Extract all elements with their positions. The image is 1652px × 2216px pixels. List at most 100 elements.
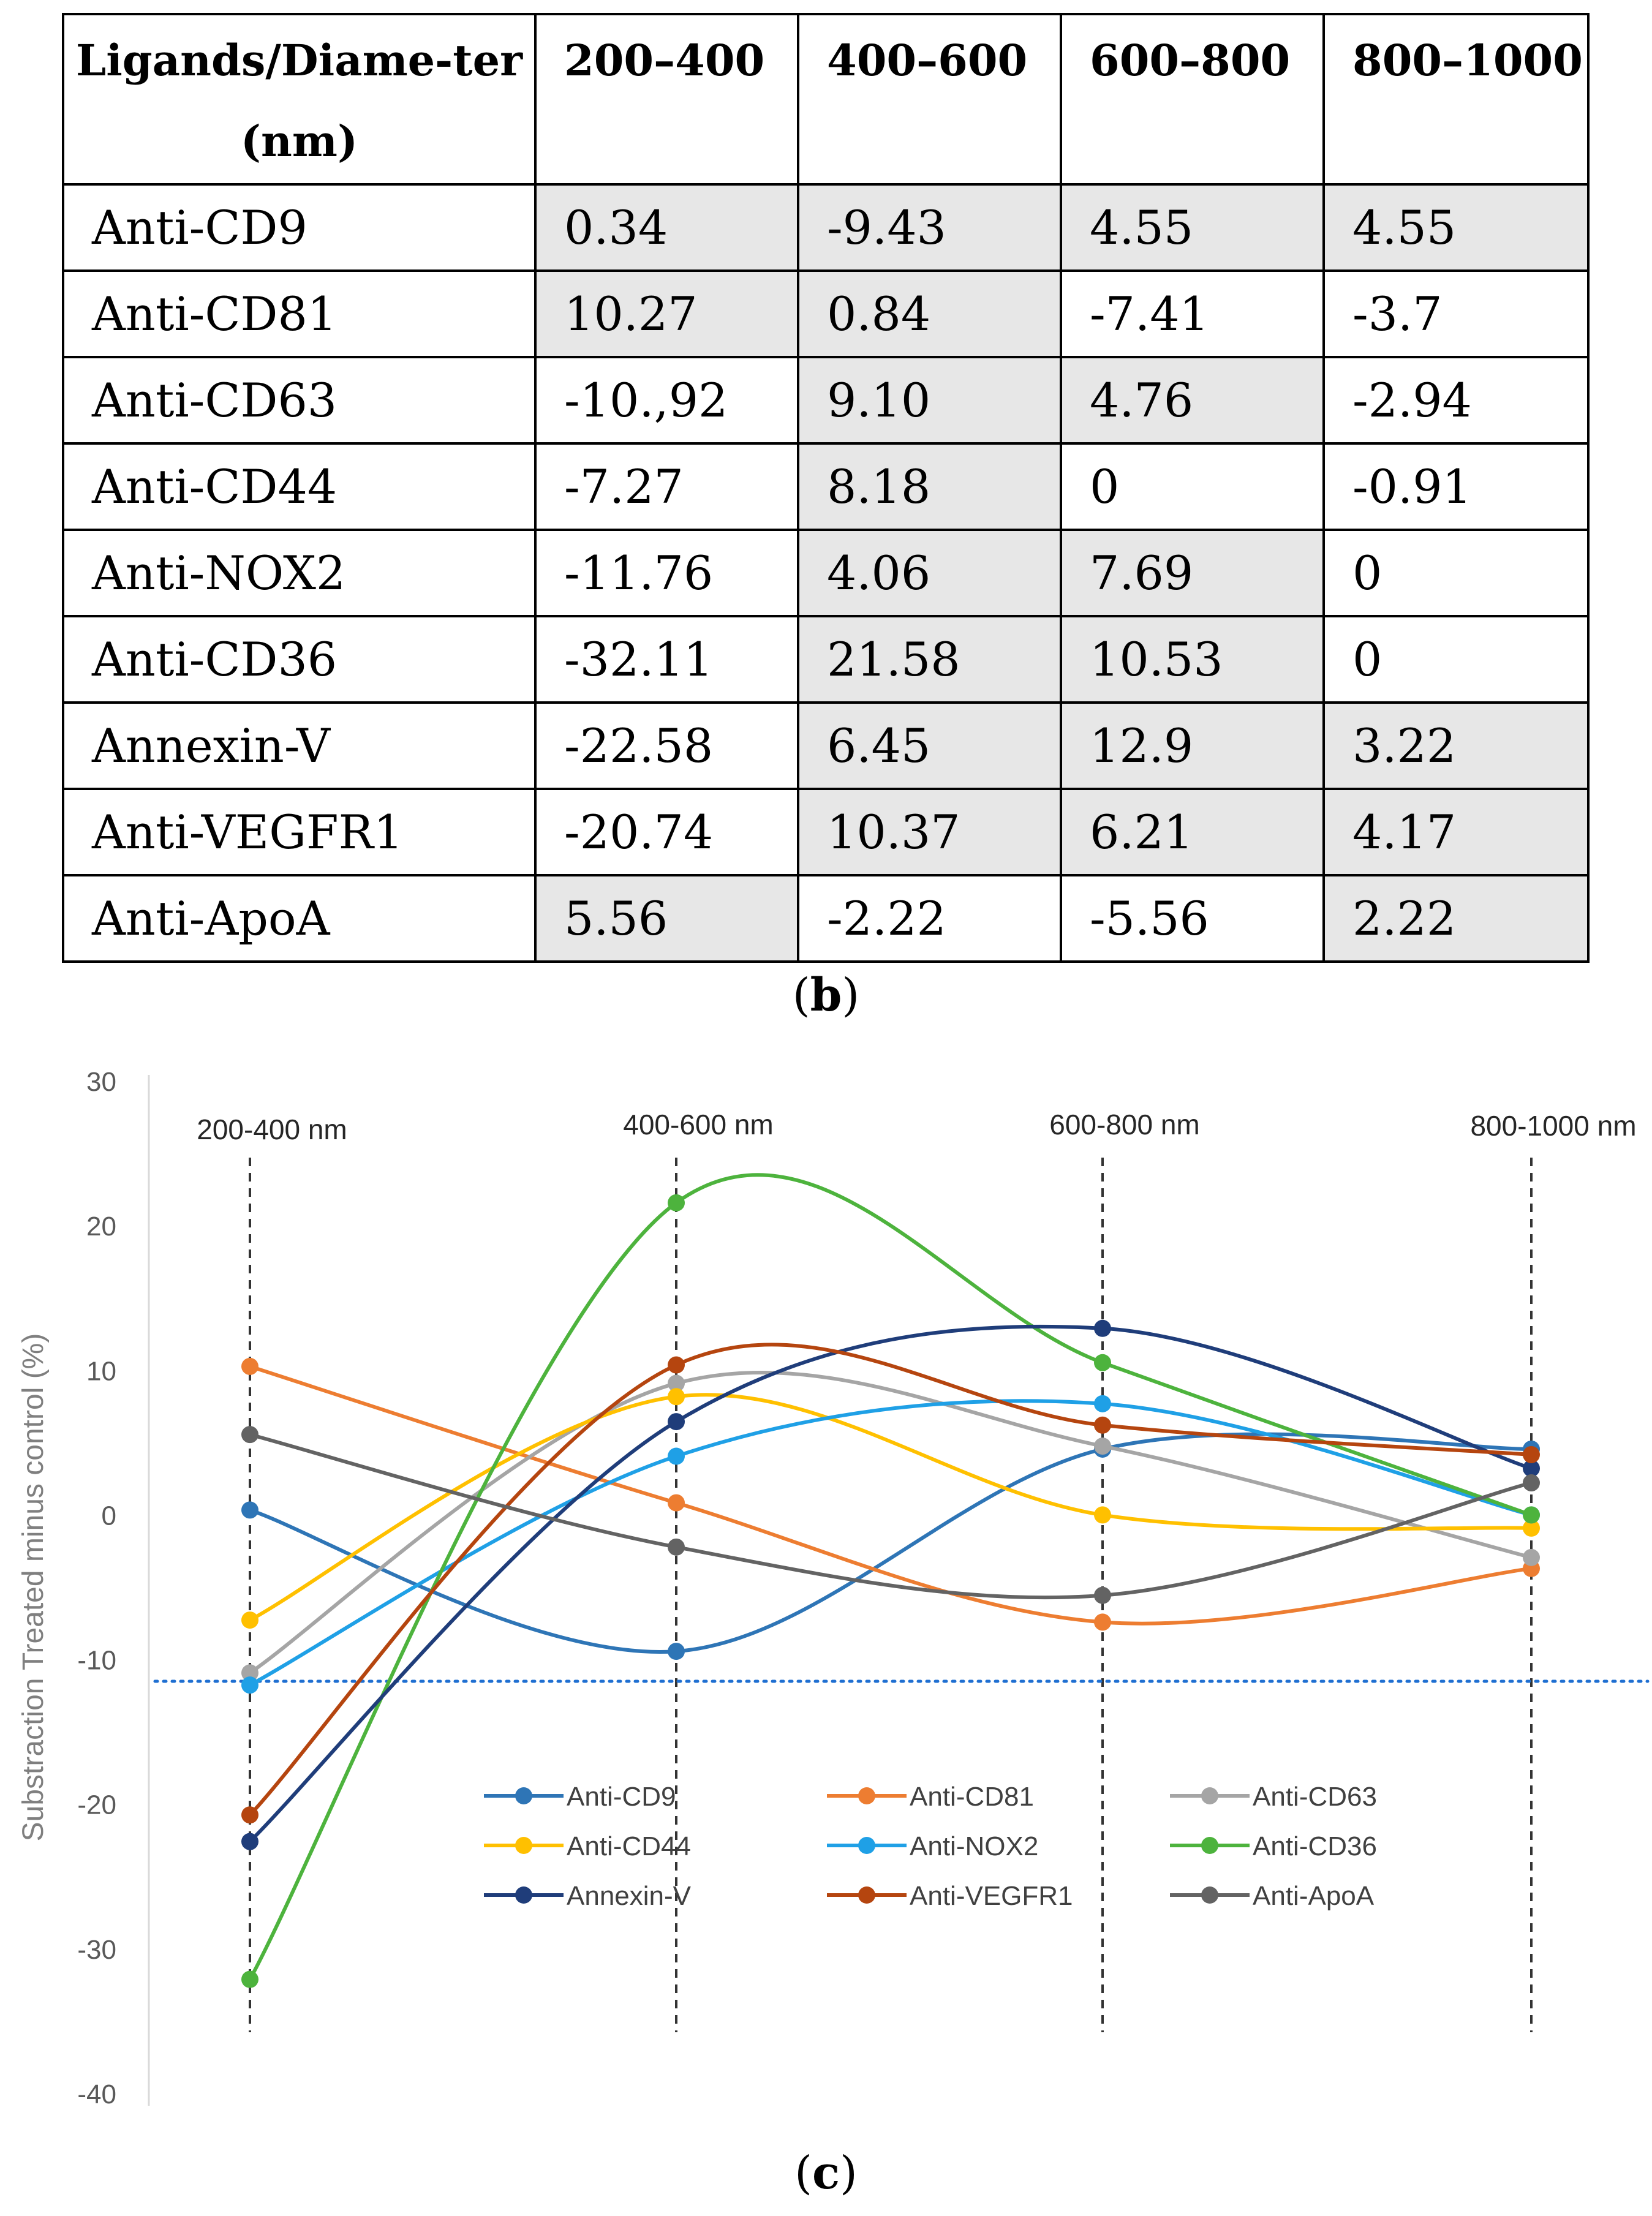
series-line (248, 1343, 1532, 1817)
table-cell: 10.37 (797, 788, 1062, 876)
ligand-diameter-table: Ligands/Diame-ter (nm) 200–400 400–600 6… (62, 13, 1590, 963)
table-cell: -20.74 (534, 788, 799, 876)
series-line (248, 1173, 1533, 1981)
line-chart: 30 20 10 0 -10 -20 -30 -40 Substraction Treated … (17, 1067, 1650, 2109)
data-point (1523, 1548, 1540, 1566)
legend-marker (1201, 1787, 1218, 1804)
header-600-800: 600–800 (1060, 13, 1325, 186)
data-point (1523, 1445, 1540, 1463)
row-label: Anti-CD36 (62, 615, 537, 704)
data-point (668, 1413, 685, 1431)
data-point (668, 1643, 685, 1660)
caption-c-close: ) (840, 2147, 858, 2199)
caption-c-letter: c (812, 2147, 840, 2199)
row-label: Anti-CD63 (62, 356, 537, 445)
table-cell: 4.55 (1060, 183, 1325, 272)
data-point (241, 1501, 258, 1519)
table-cell: -7.27 (534, 442, 799, 531)
y-tick-label: 30 (86, 1067, 116, 1097)
data-point (1523, 1474, 1540, 1492)
data-point (241, 1611, 258, 1629)
table-cell: 8.18 (797, 442, 1062, 531)
table-cell: 10.27 (534, 269, 799, 358)
legend-marker (1201, 1837, 1218, 1854)
data-point (1094, 1438, 1111, 1455)
table-row: Anti-NOX2 -11.76 4.06 7.69 0 (62, 529, 1590, 617)
y-tick-label: -30 (77, 1935, 116, 1965)
table-cell: 12.9 (1060, 701, 1325, 790)
table-body: Anti-CD9 0.34 -9.43 4.55 4.55 Anti-CD81 10.27 0… (62, 183, 1590, 963)
data-point (1523, 1519, 1540, 1537)
table-row: Anti-VEGFR1 -20.74 10.37 6.21 4.17 (62, 788, 1590, 876)
table-cell: -2.22 (797, 874, 1062, 963)
y-tick-label: -10 (77, 1646, 116, 1676)
header-400-600: 400–600 (797, 13, 1062, 186)
legend-label: Anti-CD81 (910, 1782, 1034, 1812)
data-point (1094, 1416, 1111, 1434)
series-line (249, 1365, 1532, 1626)
table-row: Anti-CD36 -32.11 21.58 10.53 0 (62, 615, 1590, 704)
legend-label: Annexin-V (567, 1881, 692, 1911)
y-tick-label: -20 (77, 1790, 116, 1820)
legend-label: Anti-CD44 (567, 1831, 691, 1861)
data-point (668, 1388, 685, 1406)
table-header-row: Ligands/Diame-ter (nm) 200–400 400–600 6… (62, 13, 1590, 186)
table-row: Anti-ApoA 5.56 -2.22 -5.56 2.22 (62, 874, 1590, 963)
table-cell: 4.06 (797, 529, 1062, 617)
row-label: Anti-CD9 (62, 183, 537, 272)
header-ligands-diameter: Ligands/Diame-ter (nm) (62, 13, 537, 186)
data-point (668, 1374, 685, 1392)
series-line (249, 1393, 1532, 1622)
data-point (241, 1664, 258, 1682)
category-label: 600-800 nm (1049, 1109, 1200, 1140)
data-point (1094, 1354, 1111, 1371)
series-line (249, 1399, 1532, 1687)
data-point (241, 1676, 258, 1694)
legend-label: Anti-CD36 (1253, 1831, 1377, 1861)
legend-marker (858, 1837, 875, 1854)
legend-marker (1201, 1886, 1218, 1904)
data-point (241, 1357, 258, 1375)
table-cell: -11.76 (534, 529, 799, 617)
data-point (1523, 1460, 1540, 1477)
caption-c-open: ( (794, 2147, 812, 2199)
legend-label: Anti-CD9 (567, 1782, 676, 1812)
table-cell: 0 (1060, 442, 1325, 531)
table-cell: -3.7 (1322, 269, 1590, 358)
table-cell: -0.91 (1322, 442, 1590, 531)
row-label: Anti-NOX2 (62, 529, 537, 617)
legend-label: Anti-ApoA (1253, 1881, 1375, 1911)
row-label: Anti-CD81 (62, 269, 537, 358)
row-label: Anti-VEGFR1 (62, 788, 537, 876)
table-row: Anti-CD44 -7.27 8.18 0 -0.91 (62, 442, 1590, 531)
table-cell: 4.17 (1322, 788, 1590, 876)
category-label: 800-1000 nm (1470, 1110, 1636, 1142)
table-cell: -5.56 (1060, 874, 1325, 963)
data-point (1094, 1613, 1111, 1631)
row-label: Anti-ApoA (62, 874, 537, 963)
caption-b: (b) (0, 969, 1652, 1024)
table-cell: 2.22 (1322, 874, 1590, 963)
table-cell: 21.58 (797, 615, 1062, 704)
table-cell: 4.55 (1322, 183, 1590, 272)
data-point (668, 1194, 685, 1212)
data-point (241, 1833, 258, 1850)
table-cell: 6.21 (1060, 788, 1325, 876)
table-cell: 0.34 (534, 183, 799, 272)
data-point (1094, 1319, 1111, 1337)
header-800-1000: 800–1000 (1322, 13, 1590, 186)
table-cell: 5.56 (534, 874, 799, 963)
table-cell: -7.41 (1060, 269, 1325, 358)
data-point (668, 1356, 685, 1374)
row-label: Anti-CD44 (62, 442, 537, 531)
legend-marker (858, 1886, 875, 1904)
data-point (668, 1538, 685, 1556)
table-cell: 10.53 (1060, 615, 1325, 704)
legend-label: Anti-VEGFR1 (910, 1881, 1073, 1911)
table-cell: 7.69 (1060, 529, 1325, 617)
table-row: Anti-CD63 -10.,92 9.10 4.76 -2.94 (62, 356, 1590, 445)
table-cell: -32.11 (534, 615, 799, 704)
table-cell: 4.76 (1060, 356, 1325, 445)
y-tick-label: 0 (102, 1501, 116, 1531)
series-line (249, 1432, 1532, 1654)
